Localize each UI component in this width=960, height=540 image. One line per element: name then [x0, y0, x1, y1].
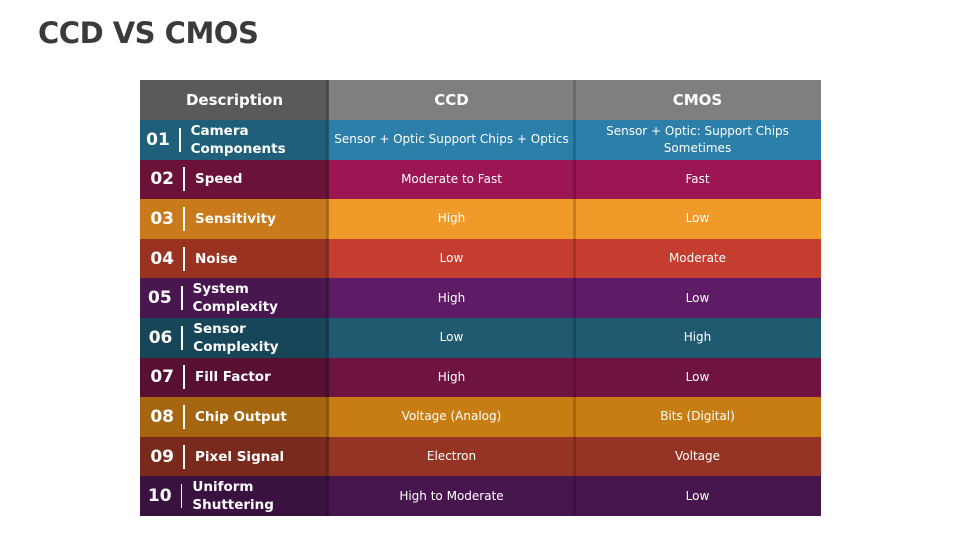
row-number: 01 — [146, 129, 170, 150]
ccd-cell: Electron — [329, 436, 574, 477]
row-number: 05 — [148, 288, 172, 309]
description-cell: 10 Uniform Shuttering — [140, 476, 329, 516]
ccd-cell: High — [329, 278, 574, 318]
table-row: 01 Camera Components Sensor + Optic Suppor… — [140, 120, 821, 160]
description-cell: 08 Chip Output — [140, 397, 329, 437]
description-cell: 07 Fill Factor — [140, 357, 329, 398]
table-row: 09 Pixel Signal Electron Voltage — [140, 436, 821, 477]
row-label: Pixel Signal — [195, 448, 285, 465]
description-cell: 02 Speed — [140, 159, 329, 200]
column-shadow — [326, 80, 330, 516]
description-cell: 09 Pixel Signal — [140, 436, 329, 477]
ccd-cell: High to Moderate — [329, 476, 574, 516]
header-description: Description — [140, 80, 329, 120]
row-number: 08 — [150, 406, 174, 427]
ccd-cell: Moderate to Fast — [329, 159, 574, 200]
separator-bar — [183, 167, 185, 192]
row-number: 03 — [150, 208, 174, 229]
cmos-cell: Bits (Digital) — [574, 397, 821, 437]
row-label: Sensitivity — [195, 210, 276, 227]
separator-bar — [183, 246, 185, 271]
table-row: 02 Speed Moderate to Fast Fast — [140, 159, 821, 200]
description-cell: 01 Camera Components — [140, 120, 329, 160]
table-row: 07 Fill Factor High Low — [140, 357, 821, 398]
ccd-cell: High — [329, 199, 574, 239]
separator-bar — [183, 206, 185, 231]
table-row: 10 Uniform Shuttering High to Moderate Low — [140, 476, 821, 516]
comparison-table: Description CCD CMOS 01 Camera Components… — [140, 80, 821, 516]
cmos-cell: High — [574, 317, 821, 358]
cmos-cell: Low — [574, 278, 821, 318]
header-ccd: CCD — [329, 80, 574, 120]
row-number: 02 — [150, 169, 174, 190]
row-label: Fill Factor — [195, 369, 271, 386]
table-row: 04 Noise Low Moderate — [140, 238, 821, 279]
cmos-cell: Low — [574, 199, 821, 239]
row-number: 09 — [150, 446, 174, 467]
ccd-cell: High — [329, 357, 574, 398]
description-cell: 06 Sensor Complexity — [140, 317, 329, 358]
cmos-cell: Low — [574, 476, 821, 516]
separator-bar — [180, 286, 183, 311]
cmos-cell: Voltage — [574, 436, 821, 477]
row-label: Noise — [195, 250, 238, 267]
row-label: Sensor Complexity — [193, 320, 279, 355]
description-cell: 04 Noise — [140, 238, 329, 279]
ccd-cell: Low — [329, 238, 574, 279]
row-label: Camera Components — [190, 122, 286, 157]
description-cell: 03 Sensitivity — [140, 199, 329, 239]
table-row: 06 Sensor Complexity Low High — [140, 317, 821, 358]
row-number: 10 — [147, 486, 172, 507]
ccd-cell: Low — [329, 317, 574, 358]
cmos-cell: Sensor + Optic: Support Chips Sometimes — [574, 120, 821, 160]
row-number: 04 — [150, 248, 174, 269]
table-row: 08 Chip Output Voltage (Analog) Bits (Digit… — [140, 397, 821, 437]
separator-bar — [183, 404, 185, 429]
separator-bar — [180, 484, 183, 509]
table-header-row: Description CCD CMOS — [140, 80, 821, 120]
header-cmos: CMOS — [574, 80, 821, 120]
cmos-cell: Moderate — [574, 238, 821, 279]
row-label: Uniform Shuttering — [192, 479, 274, 514]
separator-bar — [178, 127, 181, 152]
ccd-cell: Sensor + Optic Support Chips + Optics — [329, 120, 574, 160]
page-title: CCD VS CMOS — [38, 16, 259, 50]
ccd-cell: Voltage (Analog) — [329, 397, 574, 437]
table-row: 03 Sensitivity High Low — [140, 199, 821, 239]
row-label: Speed — [195, 171, 243, 188]
cmos-cell: Low — [574, 357, 821, 398]
cmos-cell: Fast — [574, 159, 821, 200]
description-cell: 05 System Complexity — [140, 278, 329, 318]
separator-bar — [181, 325, 184, 350]
row-number: 07 — [150, 367, 174, 388]
separator-bar — [183, 444, 185, 469]
column-divider — [573, 80, 576, 516]
row-number: 06 — [148, 327, 173, 348]
separator-bar — [183, 365, 185, 390]
table-row: 05 System Complexity High Low — [140, 278, 821, 318]
row-label: System Complexity — [192, 281, 278, 316]
row-label: Chip Output — [195, 408, 287, 425]
